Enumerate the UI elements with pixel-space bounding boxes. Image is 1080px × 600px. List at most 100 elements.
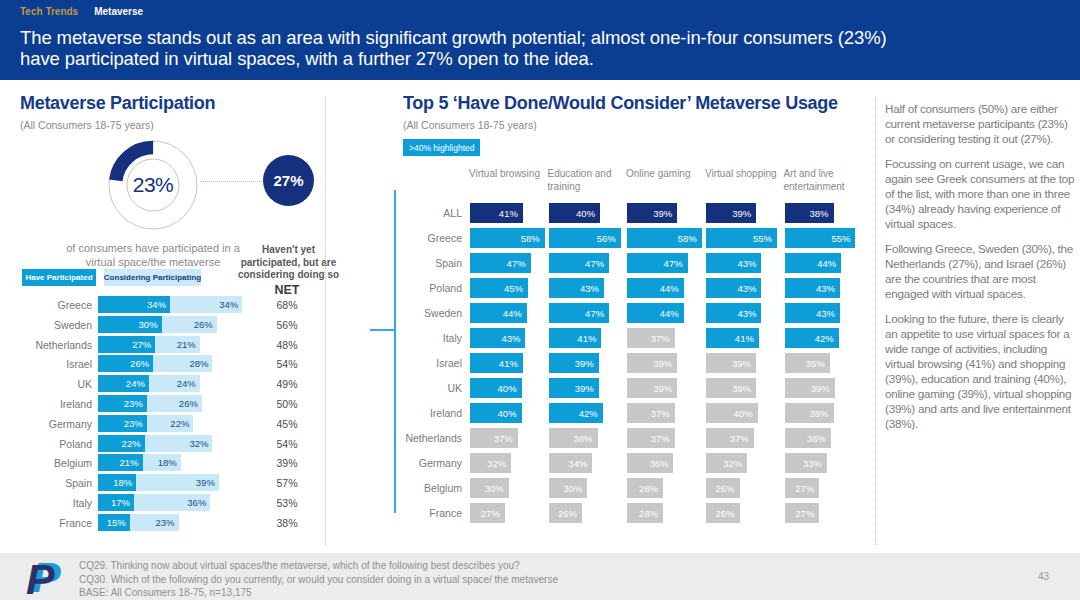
usage-bar: 36% [785,428,831,448]
column-header: Online gaming [626,168,700,181]
usage-bar: 26% [706,503,740,523]
footnote-line: BASE: All Consumers 18-75, n=13,175 [79,586,558,600]
middle-section-subtitle: (All Consumers 18-75 years) [403,119,537,131]
usage-bar: 39% [785,378,835,398]
usage-bar: 41% [470,353,523,373]
usage-bar: 41% [470,203,523,223]
commentary-paragraph: Looking to the future, there is clearly … [885,311,1078,431]
usage-row-netherlands: Netherlands37%38%37%37%36% [0,428,480,448]
usage-bar: 37% [470,428,518,448]
usage-bar: 28% [627,503,663,523]
usage-bar: 27% [470,503,505,523]
column-header: Virtual shopping [705,168,779,181]
column-header: Education and training [548,168,622,193]
usage-row-sweden: Sweden44%47%44%43%43% [0,303,480,323]
usage-bar: 42% [549,403,603,423]
usage-bar: 32% [470,453,511,473]
left-section-subtitle: (All Consumers 18-75 years) [20,119,154,131]
usage-bar: 47% [627,253,688,273]
usage-row-germany: Germany32%34%36%32%33% [0,453,480,473]
usage-bar: 44% [470,303,527,323]
usage-bar: 43% [549,278,604,298]
usage-bar: 43% [706,278,761,298]
usage-bar: 28% [627,478,663,498]
usage-bar: 39% [549,353,599,373]
usage-bar: 45% [470,278,528,298]
commentary-paragraph: Focussing on current usage, we can again… [885,156,1078,231]
headline-line1: The metaverse stands out as an area with… [20,28,1040,49]
footnotes: CQ29. Thinking now about virtual spaces/… [79,559,558,600]
usage-bar: 37% [627,428,675,448]
usage-bar: 41% [706,328,759,348]
usage-bar: 38% [785,203,834,223]
usage-bar: 39% [627,203,677,223]
row-label: Poland [398,282,462,294]
usage-bar: 30% [470,478,509,498]
usage-bar: 58% [470,228,545,248]
footnote-line: CQ30. Which of the following do you curr… [79,573,558,587]
usage-bar: 35% [785,353,830,373]
usage-bar: 39% [706,353,756,373]
usage-bar: 37% [627,403,675,423]
page-number: 43 [1038,571,1049,582]
usage-bar: 33% [785,453,828,473]
usage-row-spain: Spain47%47%47%43%44% [0,253,480,273]
highlight-badge: >40% highlighted [403,139,480,156]
usage-bar: 44% [627,278,684,298]
middle-section-title: Top 5 ‘Have Done/Would Consider’ Metaver… [403,93,838,114]
row-label: Spain [398,257,462,269]
usage-bar: 39% [627,378,677,398]
row-label: Netherlands [398,432,462,444]
slide: Tech Trends Metaverse The metaverse stand… [0,0,1080,600]
usage-bar: 55% [706,228,777,248]
usage-bar: 39% [549,378,599,398]
usage-bar: 34% [549,453,593,473]
usage-row-all: ALL41%40%39%39%38% [0,203,480,223]
header-banner: Tech Trends Metaverse The metaverse stand… [0,0,1080,80]
usage-bar: 27% [785,503,820,523]
usage-bar: 47% [470,253,531,273]
connector-dotted-line [200,181,262,182]
commentary-panel: Half of consumers (50%) are either curre… [885,101,1078,441]
headline-line2: have participated in virtual spaces, wit… [20,49,1040,70]
tab-bar: Tech Trends Metaverse [20,6,143,17]
usage-bar: 30% [549,478,588,498]
paypal-logo-icon: P P [24,553,74,599]
usage-bar: 43% [706,253,761,273]
row-label: Italy [398,332,462,344]
row-label: Germany [398,457,462,469]
usage-bar: 43% [470,328,525,348]
usage-row-greece: Greece58%56%58%55%55% [0,228,480,248]
row-label: Ireland [398,407,462,419]
usage-bar: 40% [549,203,601,223]
usage-bar: 40% [470,403,522,423]
usage-bar: 39% [627,353,677,373]
row-label: Belgium [398,482,462,494]
usage-bar: 58% [627,228,702,248]
column-header: Virtual browsing [469,168,543,181]
usage-bar: 41% [549,328,602,348]
usage-row-france: France27%26%28%26%27% [0,503,480,523]
usage-bar: 43% [706,303,761,323]
usage-bar: 36% [627,453,673,473]
usage-bar: 42% [785,328,839,348]
usage-bar: 26% [549,503,583,523]
usage-bar: 40% [470,378,522,398]
usage-bar: 44% [785,253,842,273]
usage-row-israel: Israel41%39%39%39%35% [0,353,480,373]
tab-tech-trends[interactable]: Tech Trends [20,6,78,17]
tab-metaverse[interactable]: Metaverse [94,6,143,17]
usage-row-poland: Poland45%43%44%43%43% [0,278,480,298]
usage-bar: 32% [706,453,747,473]
usage-bar: 39% [706,203,756,223]
row-label: ALL [398,207,462,219]
usage-bar: 44% [627,303,684,323]
usage-bar: 43% [785,303,840,323]
usage-row-italy: Italy43%41%37%41%42% [0,328,480,348]
row-label: Israel [398,357,462,369]
commentary-paragraph: Following Greece, Sweden (30%), the Neth… [885,241,1078,301]
commentary-paragraph: Half of consumers (50%) are either curre… [885,101,1078,146]
usage-row-ireland: Ireland40%42%37%40%38% [0,403,480,423]
usage-bar: 37% [706,428,754,448]
row-label: UK [398,382,462,394]
